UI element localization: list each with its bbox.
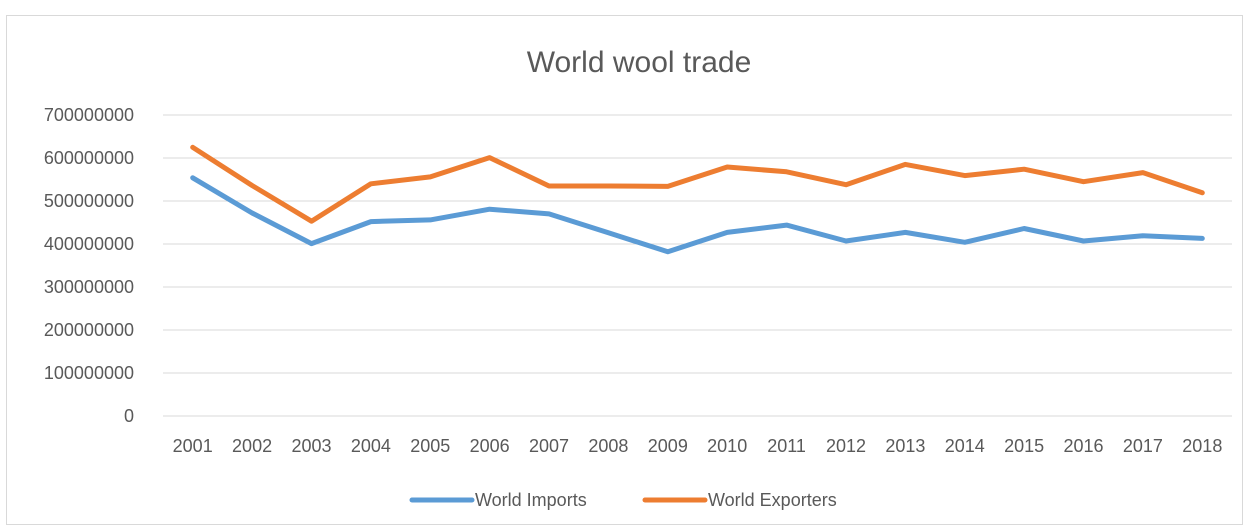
series-lines — [190, 144, 1205, 255]
series-line-world-imports — [190, 175, 1205, 255]
legend-label: World Imports — [475, 490, 587, 510]
x-tick-label: 2008 — [588, 436, 628, 456]
y-tick-label: 200000000 — [44, 320, 134, 340]
y-tick-label: 400000000 — [44, 234, 134, 254]
x-tick-label: 2005 — [410, 436, 450, 456]
x-tick-label: 2012 — [826, 436, 866, 456]
y-tick-label: 100000000 — [44, 363, 134, 383]
y-tick-label: 500000000 — [44, 191, 134, 211]
y-axis-labels: 0 100000000 200000000 300000000 400000000 500… — [44, 105, 134, 426]
x-tick-label: 2016 — [1064, 436, 1104, 456]
chart-title: World wool trade — [527, 46, 752, 79]
x-tick-label: 2001 — [173, 436, 213, 456]
x-tick-label: 2003 — [291, 436, 331, 456]
gridlines — [163, 114, 1232, 417]
y-tick-label: 0 — [124, 406, 134, 426]
x-tick-label: 2009 — [648, 436, 688, 456]
chart-frame — [6, 15, 1243, 525]
legend-label: World Exporters — [708, 490, 837, 510]
y-tick-label: 700000000 — [44, 105, 134, 125]
x-axis-labels: 2001 2002 2003 2004 2005 2006 2007 2008 2009 2010… — [173, 436, 1223, 456]
y-tick-label: 600000000 — [44, 148, 134, 168]
x-tick-label: 2010 — [707, 436, 747, 456]
x-tick-label: 2004 — [351, 436, 391, 456]
series-line-world-exporters — [190, 144, 1205, 224]
x-tick-label: 2002 — [232, 436, 272, 456]
x-tick-label: 2007 — [529, 436, 569, 456]
x-tick-label: 2006 — [470, 436, 510, 456]
x-tick-label: 2014 — [945, 436, 985, 456]
legend: World Imports World Exporters — [409, 490, 837, 510]
x-tick-label: 2011 — [767, 436, 806, 456]
x-tick-label: 2017 — [1123, 436, 1163, 456]
x-tick-label: 2018 — [1182, 436, 1222, 456]
y-tick-label: 300000000 — [44, 277, 134, 297]
x-tick-label: 2013 — [885, 436, 925, 456]
x-tick-label: 2015 — [1004, 436, 1044, 456]
